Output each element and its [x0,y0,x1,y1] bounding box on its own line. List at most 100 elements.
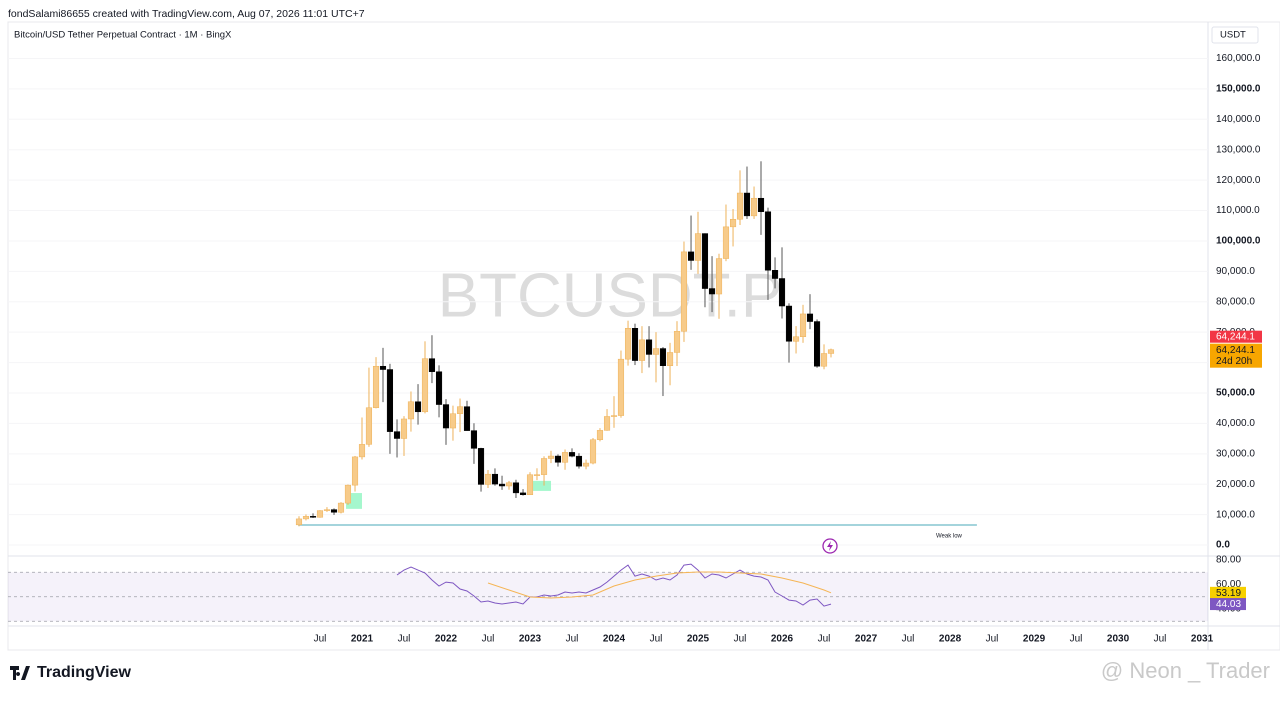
price-label: 64,244.1 [1216,345,1255,356]
candle-body [358,444,366,458]
x-tick-label: Jul [734,634,747,645]
watermark-layer: BTCUSDT.P [438,261,782,330]
candle-body [750,197,758,217]
countdown-label: 24d 20h [1216,356,1252,367]
candle-body [666,352,674,366]
alert-icon[interactable] [822,538,838,554]
candle-body [344,484,352,504]
x-tick-label: 2023 [519,634,542,645]
symbol-watermark: BTCUSDT.P [438,261,782,330]
x-tick-label: Jul [482,634,495,645]
logo-text: TradingView [37,664,132,681]
x-tick-label: Jul [1070,634,1083,645]
y-tick-label: 90,000.0 [1216,266,1255,277]
candle-body [365,407,373,445]
rsi-value-box [1210,598,1246,611]
candle-body [582,462,590,467]
x-tick-label: Jul [902,634,915,645]
candle-body [694,233,702,261]
candle-body [393,431,401,439]
candle-body [743,192,751,217]
candle-body [400,418,408,439]
candle-body [736,192,744,220]
candle-body [484,473,492,485]
candle-body [757,197,765,212]
candle-body [708,288,716,295]
candle-body [491,473,499,485]
candle-body [617,358,625,416]
x-tick-label: Jul [650,634,663,645]
x-tick-label: Jul [314,634,327,645]
y-tick-label: 50,000.0 [1216,388,1255,399]
chart-title: Bitcoin/USD Tether Perpetual Contract · … [14,30,232,41]
y-tick-label: 160,000.0 [1216,53,1261,64]
rsi-pane [8,563,1208,622]
candle-body [442,404,450,429]
candle-body [729,218,737,228]
candle-body [575,455,583,467]
candle-body [771,270,779,279]
alert-icon-bolt[interactable] [827,541,833,551]
price-label-red: 64,244.1 [1216,331,1255,342]
price-box [1210,343,1262,368]
rsi-value-label: 53.19 [1216,588,1241,599]
currency-label: USDT [1220,30,1246,41]
candle-body [519,492,527,496]
candle-body [330,509,338,513]
candle-body [561,452,569,463]
rsi-line [396,563,832,607]
x-tick-label: 2021 [351,634,374,645]
grid-layer [8,57,1208,546]
candle-body [547,455,555,459]
x-tick-label: 2027 [855,634,878,645]
x-tick-label: 2030 [1107,634,1130,645]
y-tick-label: 110,000.0 [1216,205,1260,216]
rsi-value-box [1210,586,1246,599]
x-tick-label: 2031 [1191,634,1214,645]
x-tick-label: Jul [1154,634,1167,645]
candle-body [505,482,513,487]
candle-body [470,430,478,449]
candle-body [337,502,345,513]
candle-body [323,509,331,511]
candle-body [624,328,632,360]
y-tick-label: 120,000.0 [1216,175,1261,186]
user-watermark: @ Neon _ Trader [1101,658,1270,683]
candle-body [477,448,485,485]
candle-body [610,415,618,417]
candle-body [638,339,646,361]
y-tick-label: 30,000.0 [1216,448,1255,459]
candle-body [806,313,814,322]
price-box-red [1210,330,1262,343]
candle-body [386,369,394,432]
x-tick-label: 2026 [771,634,794,645]
y-tick-label: 140,000.0 [1216,114,1261,125]
level-label: Weak low [936,534,963,540]
x-tick-label: 2022 [435,634,458,645]
candle-body [295,518,303,526]
candle-body [512,482,520,494]
main-pane: Weak low [295,161,977,540]
y-tick-label: 150,000.0 [1216,84,1261,95]
candle-body [554,455,562,463]
candle-body [722,226,730,259]
candle-body [407,401,415,420]
x-tick-label: 2025 [687,634,710,645]
candle-body [498,483,506,487]
y-tick-label: 130,000.0 [1216,144,1261,155]
candle-body [302,516,310,520]
candle-body [540,458,548,475]
candle-body [645,339,653,355]
y-tick-label: 40,000.0 [1216,418,1255,429]
axis-layer: 0.0 10,000.0 20,000.0 30,000.0 40,000.0 50,00… [314,53,1262,645]
candle-body [687,251,695,261]
candle-body [764,211,772,271]
candle-body [379,365,387,370]
rsi-ma-line [487,571,832,599]
x-tick-label: Jul [818,634,831,645]
candle-body [456,406,464,414]
candle-body [799,313,807,337]
candle-body [813,321,821,367]
candle-body [652,348,660,355]
